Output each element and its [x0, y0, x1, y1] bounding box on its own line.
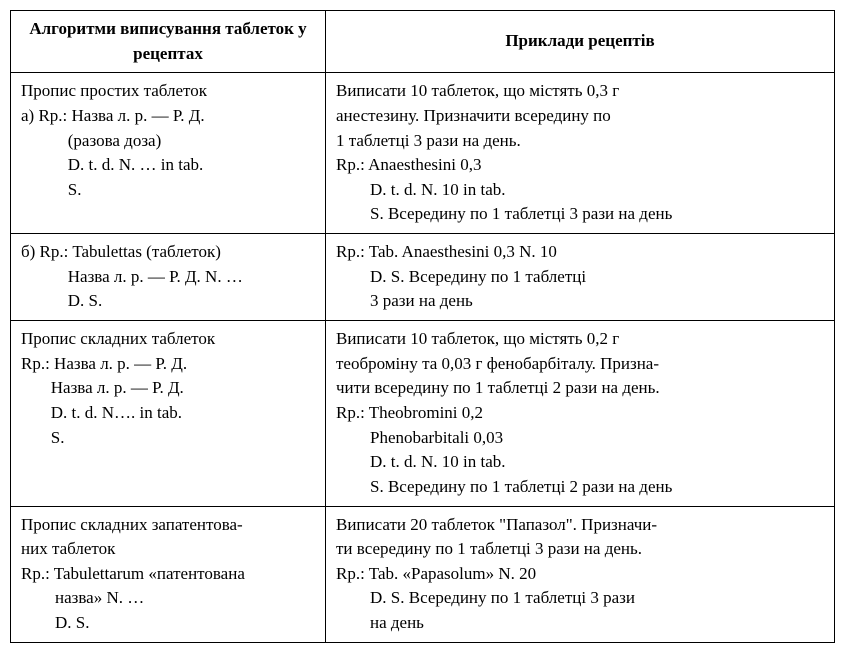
table-row: б) Rp.: Tabulettas (таблеток) Назва л. р…	[11, 234, 835, 321]
cell-algorithm: Пропис складних таблеток Rp.: Назва л. р…	[11, 321, 326, 506]
cell-example: Rp.: Tab. Anaesthesini 0,3 N. 10 D. S. В…	[326, 234, 835, 321]
table-row: Пропис складних таблеток Rp.: Назва л. р…	[11, 321, 835, 506]
cell-algorithm: б) Rp.: Tabulettas (таблеток) Назва л. р…	[11, 234, 326, 321]
table-body: Пропис простих таблеток а) Rp.: Назва л.…	[11, 73, 835, 642]
table-row: Пропис складних запатентова- них таблето…	[11, 506, 835, 642]
header-left: Алгоритми виписування таблеток у рецепта…	[11, 11, 326, 73]
prescription-table: Алгоритми виписування таблеток у рецепта…	[10, 10, 835, 643]
header-right: Приклади рецептів	[326, 11, 835, 73]
table-header-row: Алгоритми виписування таблеток у рецепта…	[11, 11, 835, 73]
cell-algorithm: Пропис простих таблеток а) Rp.: Назва л.…	[11, 73, 326, 234]
cell-algorithm: Пропис складних запатентова- них таблето…	[11, 506, 326, 642]
table-row: Пропис простих таблеток а) Rp.: Назва л.…	[11, 73, 835, 234]
cell-example: Виписати 20 таблеток "Папазол". Призначи…	[326, 506, 835, 642]
cell-example: Виписати 10 таблеток, що містять 0,2 г т…	[326, 321, 835, 506]
cell-example: Виписати 10 таблеток, що містять 0,3 г а…	[326, 73, 835, 234]
